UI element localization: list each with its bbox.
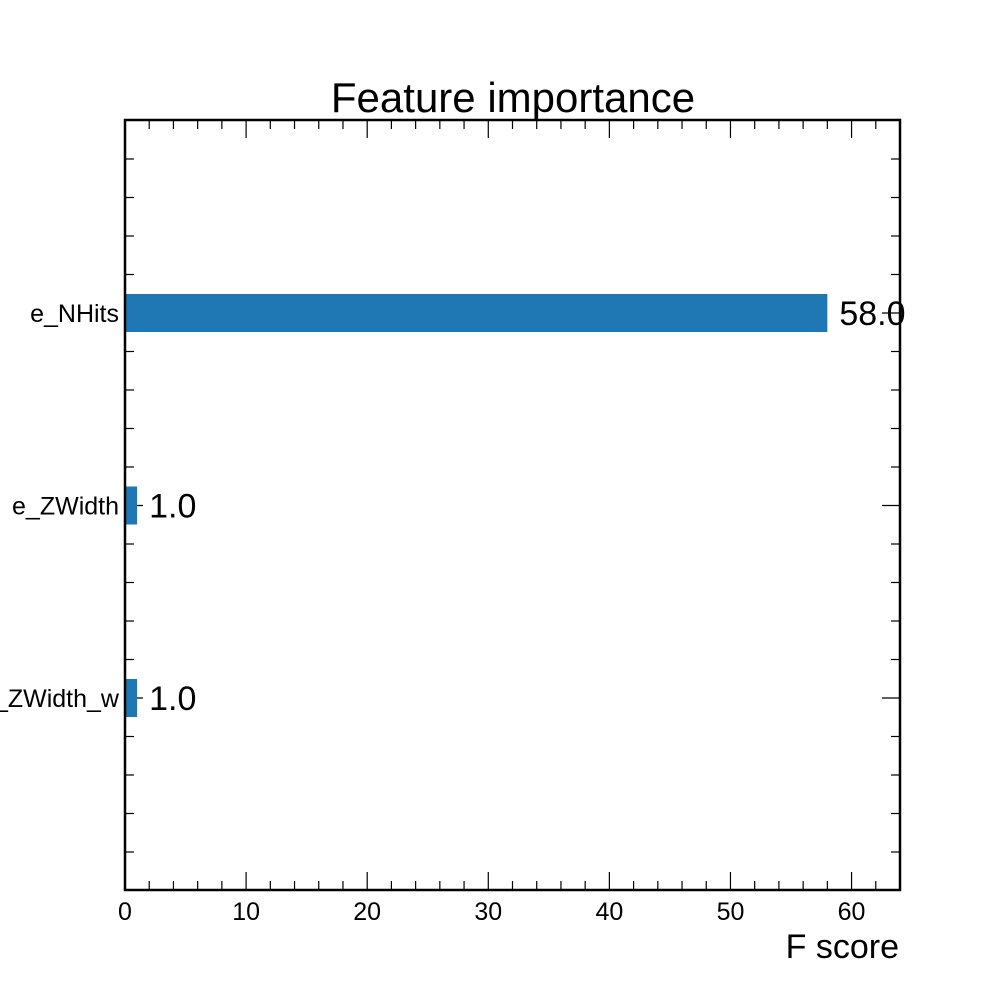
x-tick-label: 50 bbox=[717, 898, 745, 926]
plot-frame bbox=[123, 118, 902, 892]
bars bbox=[125, 294, 828, 717]
bar-value-label: 1.0 bbox=[149, 680, 196, 718]
y-category-label: e_ZWidth_w bbox=[0, 685, 120, 713]
bar-value-label: 1.0 bbox=[149, 488, 196, 526]
y-category-label: e_NHits bbox=[30, 300, 119, 328]
labels: 0 10 20 30 40 50 60 e_NHits 58.0 e_ZWidth 1.0 e_ZWi… bbox=[0, 295, 906, 926]
bar-e_ZWidth_w bbox=[125, 679, 138, 717]
bar-value-label: 58.0 bbox=[839, 295, 905, 333]
chart-title: Feature importance bbox=[331, 74, 695, 121]
x-tick-label: 60 bbox=[838, 898, 866, 926]
bar-e_ZWidth bbox=[125, 486, 138, 525]
x-tick-label: 40 bbox=[595, 898, 623, 926]
x-tick-label: 20 bbox=[353, 898, 381, 926]
x-axis-label: F score bbox=[786, 928, 899, 966]
axis-ticks bbox=[124, 120, 901, 890]
x-tick-label: 30 bbox=[474, 898, 502, 926]
y-category-label: e_ZWidth bbox=[12, 493, 119, 521]
x-tick-label: 10 bbox=[232, 898, 260, 926]
bar-e_NHits bbox=[125, 294, 828, 332]
x-tick-label: 0 bbox=[118, 898, 132, 926]
